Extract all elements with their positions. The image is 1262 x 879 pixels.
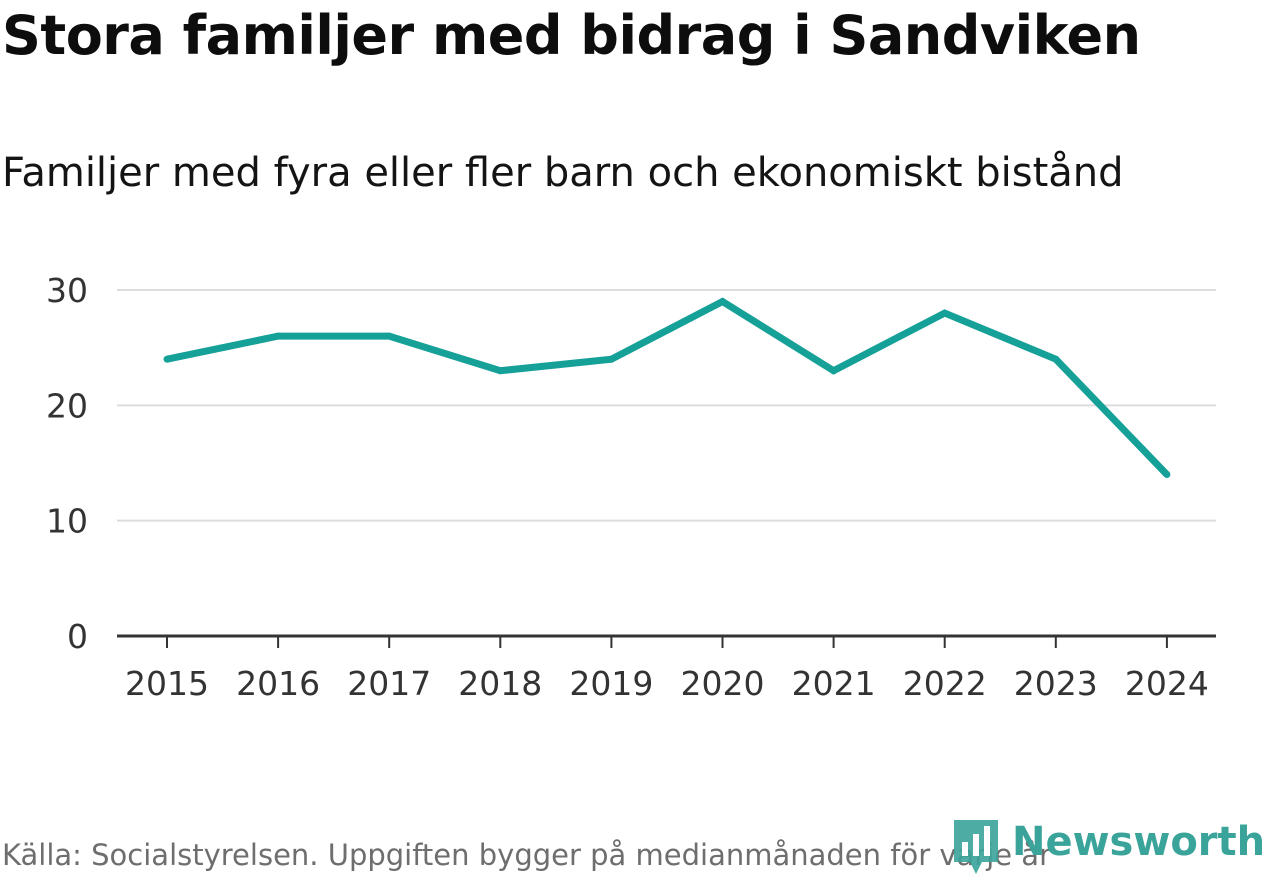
y-tick-label: 0 bbox=[67, 617, 88, 656]
source-note: Källa: Socialstyrelsen. Uppgiften bygger… bbox=[2, 838, 1051, 872]
x-tick-label: 2018 bbox=[458, 664, 542, 703]
newsworthy-logo-icon bbox=[954, 820, 998, 874]
data-point-2019 bbox=[607, 355, 615, 363]
x-tick-label: 2024 bbox=[1125, 664, 1209, 703]
data-point-2018 bbox=[496, 367, 504, 375]
x-tick-label: 2021 bbox=[792, 664, 876, 703]
data-point-2024 bbox=[1163, 471, 1171, 479]
series-line bbox=[166, 297, 1170, 477]
chart-title: Stora familjer med bidrag i Sandviken bbox=[2, 4, 1141, 67]
data-point-2022 bbox=[941, 309, 949, 317]
x-axis: 2015 2016 2017 2018 2019 2020 2021 2022 2023 2024 bbox=[117, 634, 1216, 703]
data-point-2016 bbox=[274, 332, 282, 340]
y-tick-label: 30 bbox=[46, 271, 88, 310]
data-point-2015 bbox=[163, 355, 171, 363]
data-point-2020 bbox=[719, 298, 726, 306]
x-tick-label: 2020 bbox=[681, 664, 765, 703]
x-tick-label: 2017 bbox=[347, 664, 431, 703]
x-tick-label: 2023 bbox=[1014, 664, 1098, 703]
chart-subtitle: Familjer med fyra eller fler barn och ek… bbox=[2, 150, 1124, 196]
x-tick-label: 2015 bbox=[125, 664, 209, 703]
data-point-2021 bbox=[830, 367, 838, 375]
x-tick-label: 2016 bbox=[236, 664, 320, 703]
y-tick-label: 10 bbox=[46, 502, 88, 541]
data-point-2017 bbox=[385, 332, 393, 340]
brand-name: Newsworthy bbox=[1012, 819, 1262, 865]
gridlines bbox=[117, 289, 1216, 522]
x-tick-label: 2022 bbox=[903, 664, 987, 703]
y-axis: 0 10 20 30 bbox=[46, 271, 88, 656]
series-layer bbox=[163, 297, 1171, 479]
x-tick-label: 2019 bbox=[569, 664, 653, 703]
y-tick-label: 20 bbox=[46, 386, 88, 425]
data-point-2023 bbox=[1052, 355, 1060, 363]
brand-logo[interactable]: Newsworthy bbox=[952, 818, 1262, 878]
